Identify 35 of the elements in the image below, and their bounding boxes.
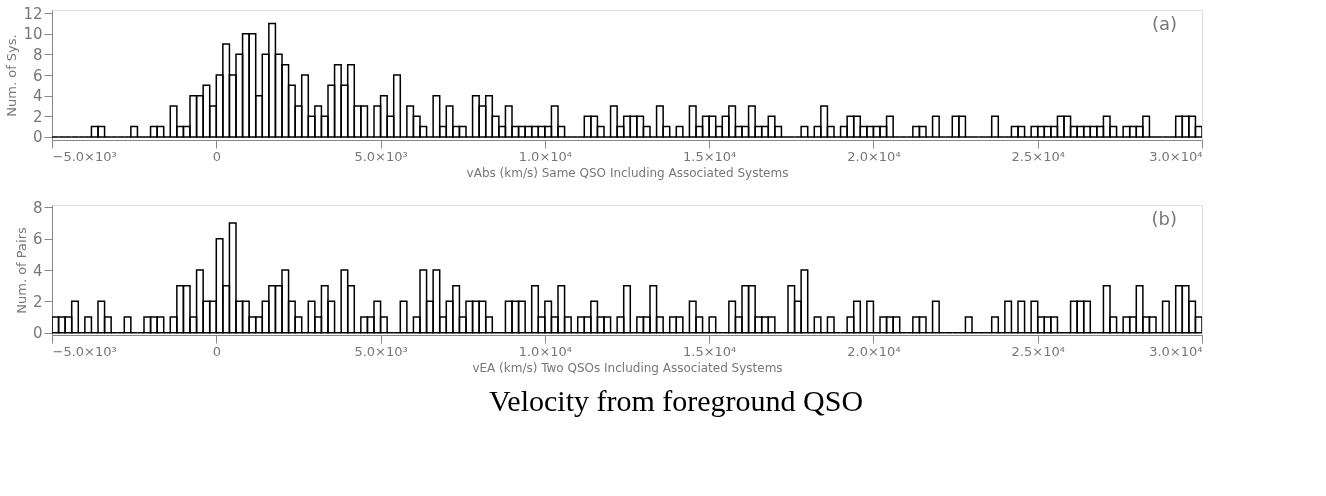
x-tick-label: 2.0×10⁴ [847, 148, 901, 164]
x-tick-label: −5.0×10³ [52, 343, 117, 359]
x-tick-label: 3.0×10⁴ [1149, 148, 1203, 164]
x-tick-label: 1.5×10⁴ [682, 148, 737, 164]
y-tick-label: 2 [32, 292, 43, 311]
x-tick-label: 5.0×10³ [354, 148, 408, 164]
text: Velocity from foreground QSO [489, 384, 864, 417]
x-tick-label: 5.0×10³ [354, 343, 408, 359]
annotation: (b) [1151, 208, 1177, 229]
x-tick-label: 2.5×10⁴ [1011, 148, 1065, 164]
x-tick-label: 2.5×10⁴ [1011, 343, 1065, 359]
x-tick-label: 2.0×10⁴ [847, 343, 901, 359]
x-tick-label: 1.0×10⁴ [518, 343, 573, 359]
x-axis-title: vAbs (km/s) Same QSO Including Associated Systems [466, 165, 789, 180]
y-tick-label: 6 [32, 66, 43, 85]
y-axis-title: Num. of Sys. [4, 34, 20, 117]
x-tick-label: 0 [212, 148, 221, 164]
y-tick-label: 12 [23, 4, 43, 23]
y-tick-label: 8 [32, 45, 43, 64]
y-tick-label: 6 [32, 230, 43, 249]
x-axis-title: vEA (km/s) Two QSOs Including Associated Systems [472, 360, 783, 375]
y-axis-title: Num. of Pairs [13, 227, 29, 314]
y-tick-label: 4 [32, 261, 43, 280]
y-tick-label: 0 [32, 128, 43, 147]
x-tick-label: 1.5×10⁴ [682, 343, 737, 359]
y-tick-label: 4 [32, 87, 43, 106]
annotation: (a) [1151, 13, 1177, 34]
y-tick-label: 10 [23, 25, 43, 44]
y-tick-label: 0 [32, 324, 43, 343]
x-tick-label: 1.0×10⁴ [518, 148, 573, 164]
x-tick-label: −5.0×10³ [52, 148, 117, 164]
x-tick-label: 0 [212, 343, 221, 359]
y-tick-label: 2 [32, 107, 43, 126]
y-tick-label: 8 [32, 198, 43, 217]
x-tick-label: 3.0×10⁴ [1149, 343, 1203, 359]
